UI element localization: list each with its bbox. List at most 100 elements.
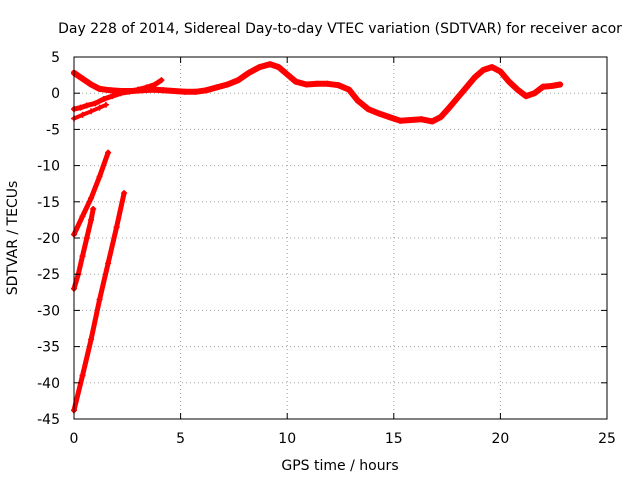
series-6 (71, 190, 128, 414)
data-point (437, 114, 444, 121)
data-point (158, 77, 165, 84)
data-point (514, 86, 521, 93)
data-point (454, 94, 461, 101)
data-point (100, 95, 107, 102)
y-tick-label: 0 (51, 86, 60, 102)
data-series (71, 61, 564, 414)
axis-ticks: 0 5 10 15 20 25 5 0 -5 -10 -15 -20 -25 -30 -35 -40 -45 (37, 50, 616, 447)
x-tick-label: 20 (491, 431, 509, 447)
data-point (354, 97, 361, 104)
data-point (90, 206, 97, 213)
y-tick-label: -30 (37, 303, 60, 319)
x-axis-label: GPS time / hours (281, 458, 398, 474)
data-point (397, 117, 404, 124)
data-point (256, 64, 263, 71)
data-point (109, 93, 116, 100)
data-point (292, 78, 299, 85)
plot-frame (73, 56, 608, 420)
y-tick-label: -5 (46, 122, 60, 138)
data-point (88, 336, 95, 343)
data-point (346, 86, 353, 93)
y-tick-label: -10 (37, 159, 60, 175)
data-point (407, 116, 414, 123)
data-point (235, 77, 242, 84)
grid (74, 57, 607, 419)
data-point (365, 106, 372, 113)
data-point (181, 88, 188, 95)
data-point (171, 88, 178, 95)
series-line (71, 61, 564, 125)
data-point (79, 213, 86, 220)
x-tick-label: 0 (70, 431, 79, 447)
y-axis-label: SDTVAR / TECUs (5, 181, 21, 296)
data-point (79, 111, 86, 118)
data-point (88, 216, 95, 223)
y-tick-label: 5 (51, 50, 60, 66)
data-point (335, 82, 342, 89)
data-point (245, 69, 252, 76)
data-point (548, 82, 555, 89)
x-tick-label: 25 (598, 431, 616, 447)
chart-title: Day 228 of 2014, Sidereal Day-to-day VTE… (58, 21, 622, 37)
data-point (284, 71, 291, 78)
data-point (96, 296, 103, 303)
data-point (267, 61, 274, 68)
data-point (386, 114, 393, 121)
data-point (429, 118, 436, 125)
data-point (88, 108, 95, 115)
y-tick-label: -45 (37, 412, 60, 428)
data-point (117, 90, 124, 97)
y-tick-label: -35 (37, 340, 60, 356)
data-point (79, 372, 86, 379)
data-point (77, 104, 84, 111)
data-point (522, 93, 529, 100)
data-point (418, 116, 425, 123)
data-point (480, 67, 487, 74)
data-point (96, 173, 103, 180)
data-point (192, 88, 199, 95)
data-point (463, 84, 470, 91)
y-tick-label: -15 (37, 195, 60, 211)
data-point (224, 81, 231, 88)
data-point (213, 84, 220, 91)
data-point (303, 81, 310, 88)
data-point (375, 110, 382, 117)
data-point (143, 84, 150, 91)
data-point (113, 224, 120, 231)
data-point (105, 260, 112, 267)
x-tick-label: 10 (278, 431, 296, 447)
data-point (107, 87, 114, 94)
data-point (203, 87, 210, 94)
data-point (79, 253, 86, 260)
x-tick-label: 5 (176, 431, 185, 447)
data-point (471, 74, 478, 81)
data-point (324, 80, 331, 87)
data-point (152, 81, 159, 88)
data-point (446, 104, 453, 111)
data-point (83, 102, 90, 109)
data-point (88, 195, 95, 202)
series-5 (71, 206, 97, 292)
data-point (540, 83, 547, 90)
data-point (102, 101, 109, 108)
data-point (96, 104, 103, 111)
data-point (134, 86, 141, 93)
data-point (121, 190, 128, 197)
x-tick-label: 15 (385, 431, 403, 447)
data-point (160, 87, 167, 94)
data-point (497, 68, 504, 75)
y-tick-label: -25 (37, 267, 60, 283)
data-point (275, 64, 282, 71)
data-point (105, 149, 112, 156)
data-point (126, 88, 133, 95)
data-point (531, 90, 538, 97)
data-point (505, 78, 512, 85)
data-point (88, 81, 95, 88)
y-tick-label: -40 (37, 376, 60, 392)
data-point (79, 75, 86, 82)
data-point (488, 64, 495, 71)
series-2 (71, 77, 165, 113)
data-point (83, 235, 90, 241)
data-point (557, 81, 564, 88)
